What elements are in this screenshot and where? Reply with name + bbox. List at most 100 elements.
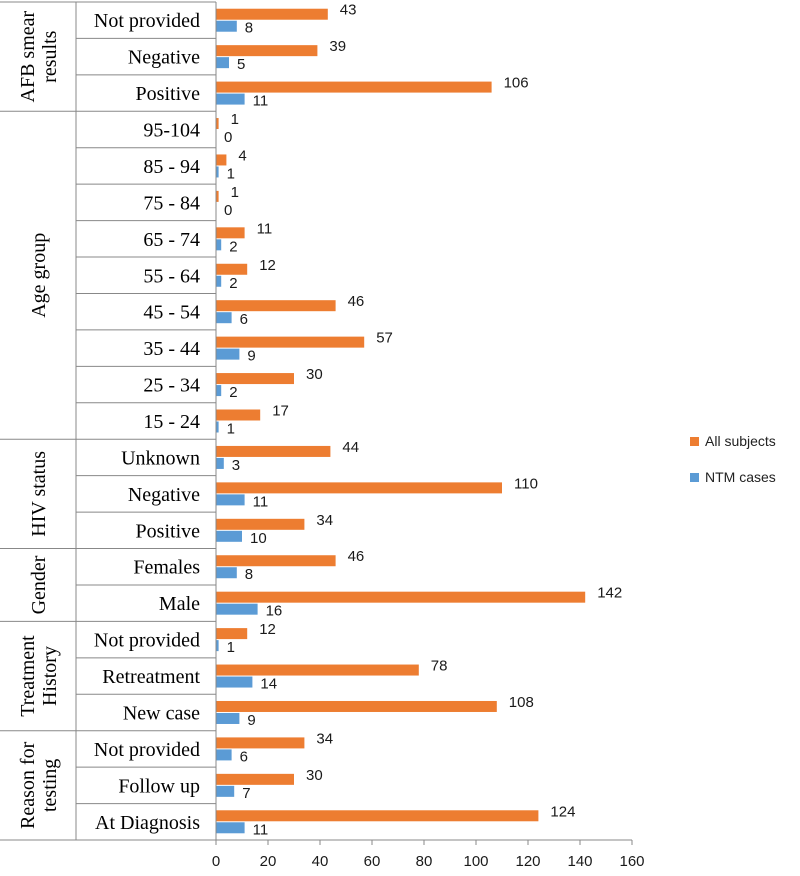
value-label-ntm-cases-follow-up: 7	[242, 785, 250, 802]
value-labels: 4383951061110411011212246657930217144311…	[224, 2, 622, 839]
bar-all-subjects-follow-up	[216, 773, 294, 785]
x-tick-label-160: 160	[619, 853, 644, 870]
category-label-15-24: 15 - 24	[143, 411, 200, 433]
bar-all-subjects-at-diagnosis	[216, 810, 539, 822]
bar-all-subjects-positive	[216, 518, 305, 530]
x-axis: 0 20 40 60 80 100 120 140 160	[212, 2, 645, 870]
value-label-all-subjects-retreatment: 78	[431, 658, 448, 675]
x-tick-label-60: 60	[364, 853, 381, 870]
value-label-all-subjects-45-54: 46	[348, 293, 365, 310]
category-label-negative: Negative	[128, 484, 200, 506]
category-label-85-94: 85 - 94	[143, 156, 200, 178]
bar-all-subjects-35-44	[216, 336, 365, 348]
legend-swatch-ntm-cases	[690, 472, 699, 482]
legend-item-all-subjects: All subjects	[690, 430, 776, 452]
value-label-all-subjects-not-provided: 43	[340, 2, 357, 19]
group-label-age-group: Age group	[28, 233, 50, 318]
bar-ntm-cases-25-34	[216, 385, 222, 397]
value-label-all-subjects-35-44: 57	[376, 330, 393, 347]
bar-ntm-cases-not-provided	[216, 640, 219, 652]
category-label-not-provided: Not provided	[94, 630, 200, 652]
value-label-all-subjects-15-24: 17	[272, 403, 289, 420]
value-label-all-subjects-females: 46	[348, 548, 365, 565]
value-label-all-subjects-75-84: 1	[231, 184, 239, 201]
bar-ntm-cases-females	[216, 567, 237, 579]
group-label-afb-smear-results: results	[39, 30, 61, 82]
group-label-hiv-status: HIV status	[28, 451, 50, 537]
value-label-ntm-cases-not-provided: 1	[227, 639, 235, 656]
value-label-ntm-cases-95-104: 0	[224, 129, 232, 146]
category-label-75-84: 75 - 84	[143, 192, 200, 214]
x-tick-label-140: 140	[567, 853, 592, 870]
group-labels: AFB smear results Age group HIV status Gende…	[17, 10, 61, 828]
category-label-new-case: New case	[123, 702, 200, 724]
category-label-not-provided: Not provided	[94, 10, 200, 32]
category-label-95-104: 95-104	[143, 120, 200, 142]
x-tick-label-40: 40	[312, 853, 329, 870]
value-label-all-subjects-positive: 34	[316, 512, 333, 529]
category-label-65-74: 65 - 74	[143, 229, 200, 251]
value-label-ntm-cases-not-provided: 6	[240, 748, 248, 765]
category-label-45-54: 45 - 54	[143, 302, 200, 324]
bar-all-subjects-75-84	[216, 190, 219, 202]
bar-ntm-cases-follow-up	[216, 785, 235, 797]
x-tick-label-0: 0	[212, 853, 220, 870]
value-label-all-subjects-negative: 110	[514, 475, 538, 492]
bar-ntm-cases-positive	[216, 93, 245, 105]
bar-all-subjects-85-94	[216, 154, 227, 166]
legend-label-all-subjects: All subjects	[705, 433, 776, 449]
bar-all-subjects-unknown	[216, 445, 331, 457]
bar-ntm-cases-at-diagnosis	[216, 822, 245, 834]
bar-ntm-cases-male	[216, 603, 258, 615]
bar-all-subjects-15-24	[216, 409, 261, 421]
value-label-all-subjects-not-provided: 12	[259, 621, 276, 638]
bar-ntm-cases-positive	[216, 530, 242, 542]
category-label-not-provided: Not provided	[94, 739, 200, 761]
value-label-ntm-cases-not-provided: 8	[245, 20, 253, 37]
category-labels: Not provided Negative Positive 95-104 85 - 9…	[94, 10, 201, 834]
category-label-male: Male	[159, 593, 200, 615]
value-label-ntm-cases-male: 16	[266, 603, 283, 620]
value-label-all-subjects-65-74: 11	[257, 220, 273, 237]
bar-ntm-cases-not-provided	[216, 20, 237, 32]
group-dividers	[0, 1, 216, 841]
legend-label-ntm-cases: NTM cases	[705, 469, 776, 485]
value-label-all-subjects-95-104: 1	[231, 111, 239, 128]
bars	[216, 8, 586, 834]
value-label-ntm-cases-females: 8	[245, 566, 253, 583]
value-label-ntm-cases-65-74: 2	[229, 238, 237, 255]
bar-all-subjects-positive	[216, 81, 492, 93]
bar-all-subjects-not-provided	[216, 737, 305, 749]
bar-ntm-cases-not-provided	[216, 749, 232, 761]
legend: All subjects NTM cases	[690, 430, 776, 502]
value-label-ntm-cases-75-84: 0	[224, 202, 232, 219]
bar-all-subjects-65-74	[216, 227, 245, 239]
category-label-unknown: Unknown	[121, 447, 200, 469]
value-label-ntm-cases-45-54: 6	[240, 311, 248, 328]
group-label-treatment-history: Treatment	[17, 635, 39, 717]
x-tick-label-80: 80	[416, 853, 433, 870]
value-label-ntm-cases-85-94: 1	[227, 165, 235, 182]
bar-ntm-cases-45-54	[216, 312, 232, 324]
value-label-ntm-cases-unknown: 3	[232, 457, 240, 474]
category-label-55-64: 55 - 64	[143, 265, 200, 287]
bar-ntm-cases-negative	[216, 494, 245, 506]
x-tick-label-20: 20	[260, 853, 277, 870]
value-label-all-subjects-not-provided: 34	[316, 730, 333, 747]
group-label-reason-for-testing: Reason for	[17, 741, 39, 829]
bar-all-subjects-55-64	[216, 263, 248, 275]
bar-all-subjects-females	[216, 555, 336, 567]
value-label-ntm-cases-15-24: 1	[227, 421, 235, 438]
bar-all-subjects-negative	[216, 482, 502, 494]
category-label-positive: Positive	[136, 520, 201, 542]
x-tick-label-120: 120	[515, 853, 540, 870]
value-label-ntm-cases-at-diagnosis: 11	[253, 821, 269, 838]
legend-swatch-all-subjects	[690, 436, 699, 446]
bar-ntm-cases-15-24	[216, 421, 219, 433]
value-label-all-subjects-male: 142	[597, 585, 622, 602]
value-label-all-subjects-25-34: 30	[306, 366, 323, 383]
bar-all-subjects-male	[216, 591, 586, 603]
bar-all-subjects-not-provided	[216, 8, 328, 20]
group-label-afb-smear-results: AFB smear	[17, 10, 39, 102]
